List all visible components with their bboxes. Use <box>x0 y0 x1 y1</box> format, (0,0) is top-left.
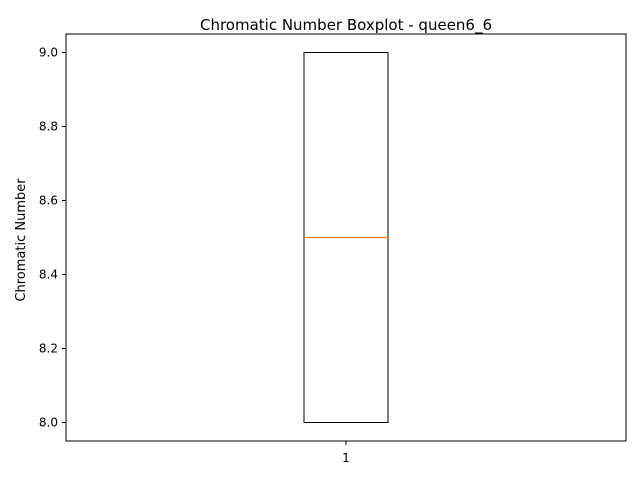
chart-title: Chromatic Number Boxplot - queen6_6 <box>200 16 492 35</box>
y-tick-label: 8.0 <box>39 416 58 430</box>
y-tick-label: 9.0 <box>39 46 58 60</box>
x-tick-label: 1 <box>342 451 350 465</box>
y-tick-label: 8.4 <box>39 268 58 282</box>
y-tick-label: 8.8 <box>39 120 58 134</box>
plot-area: 8.0 8.2 8.4 8.6 8.8 9.0 1 <box>39 46 389 465</box>
y-axis-label: Chromatic Number <box>14 178 29 302</box>
axes-frame <box>65 33 627 442</box>
y-tick-label: 8.6 <box>39 194 58 208</box>
y-tick-label: 8.2 <box>39 342 58 356</box>
